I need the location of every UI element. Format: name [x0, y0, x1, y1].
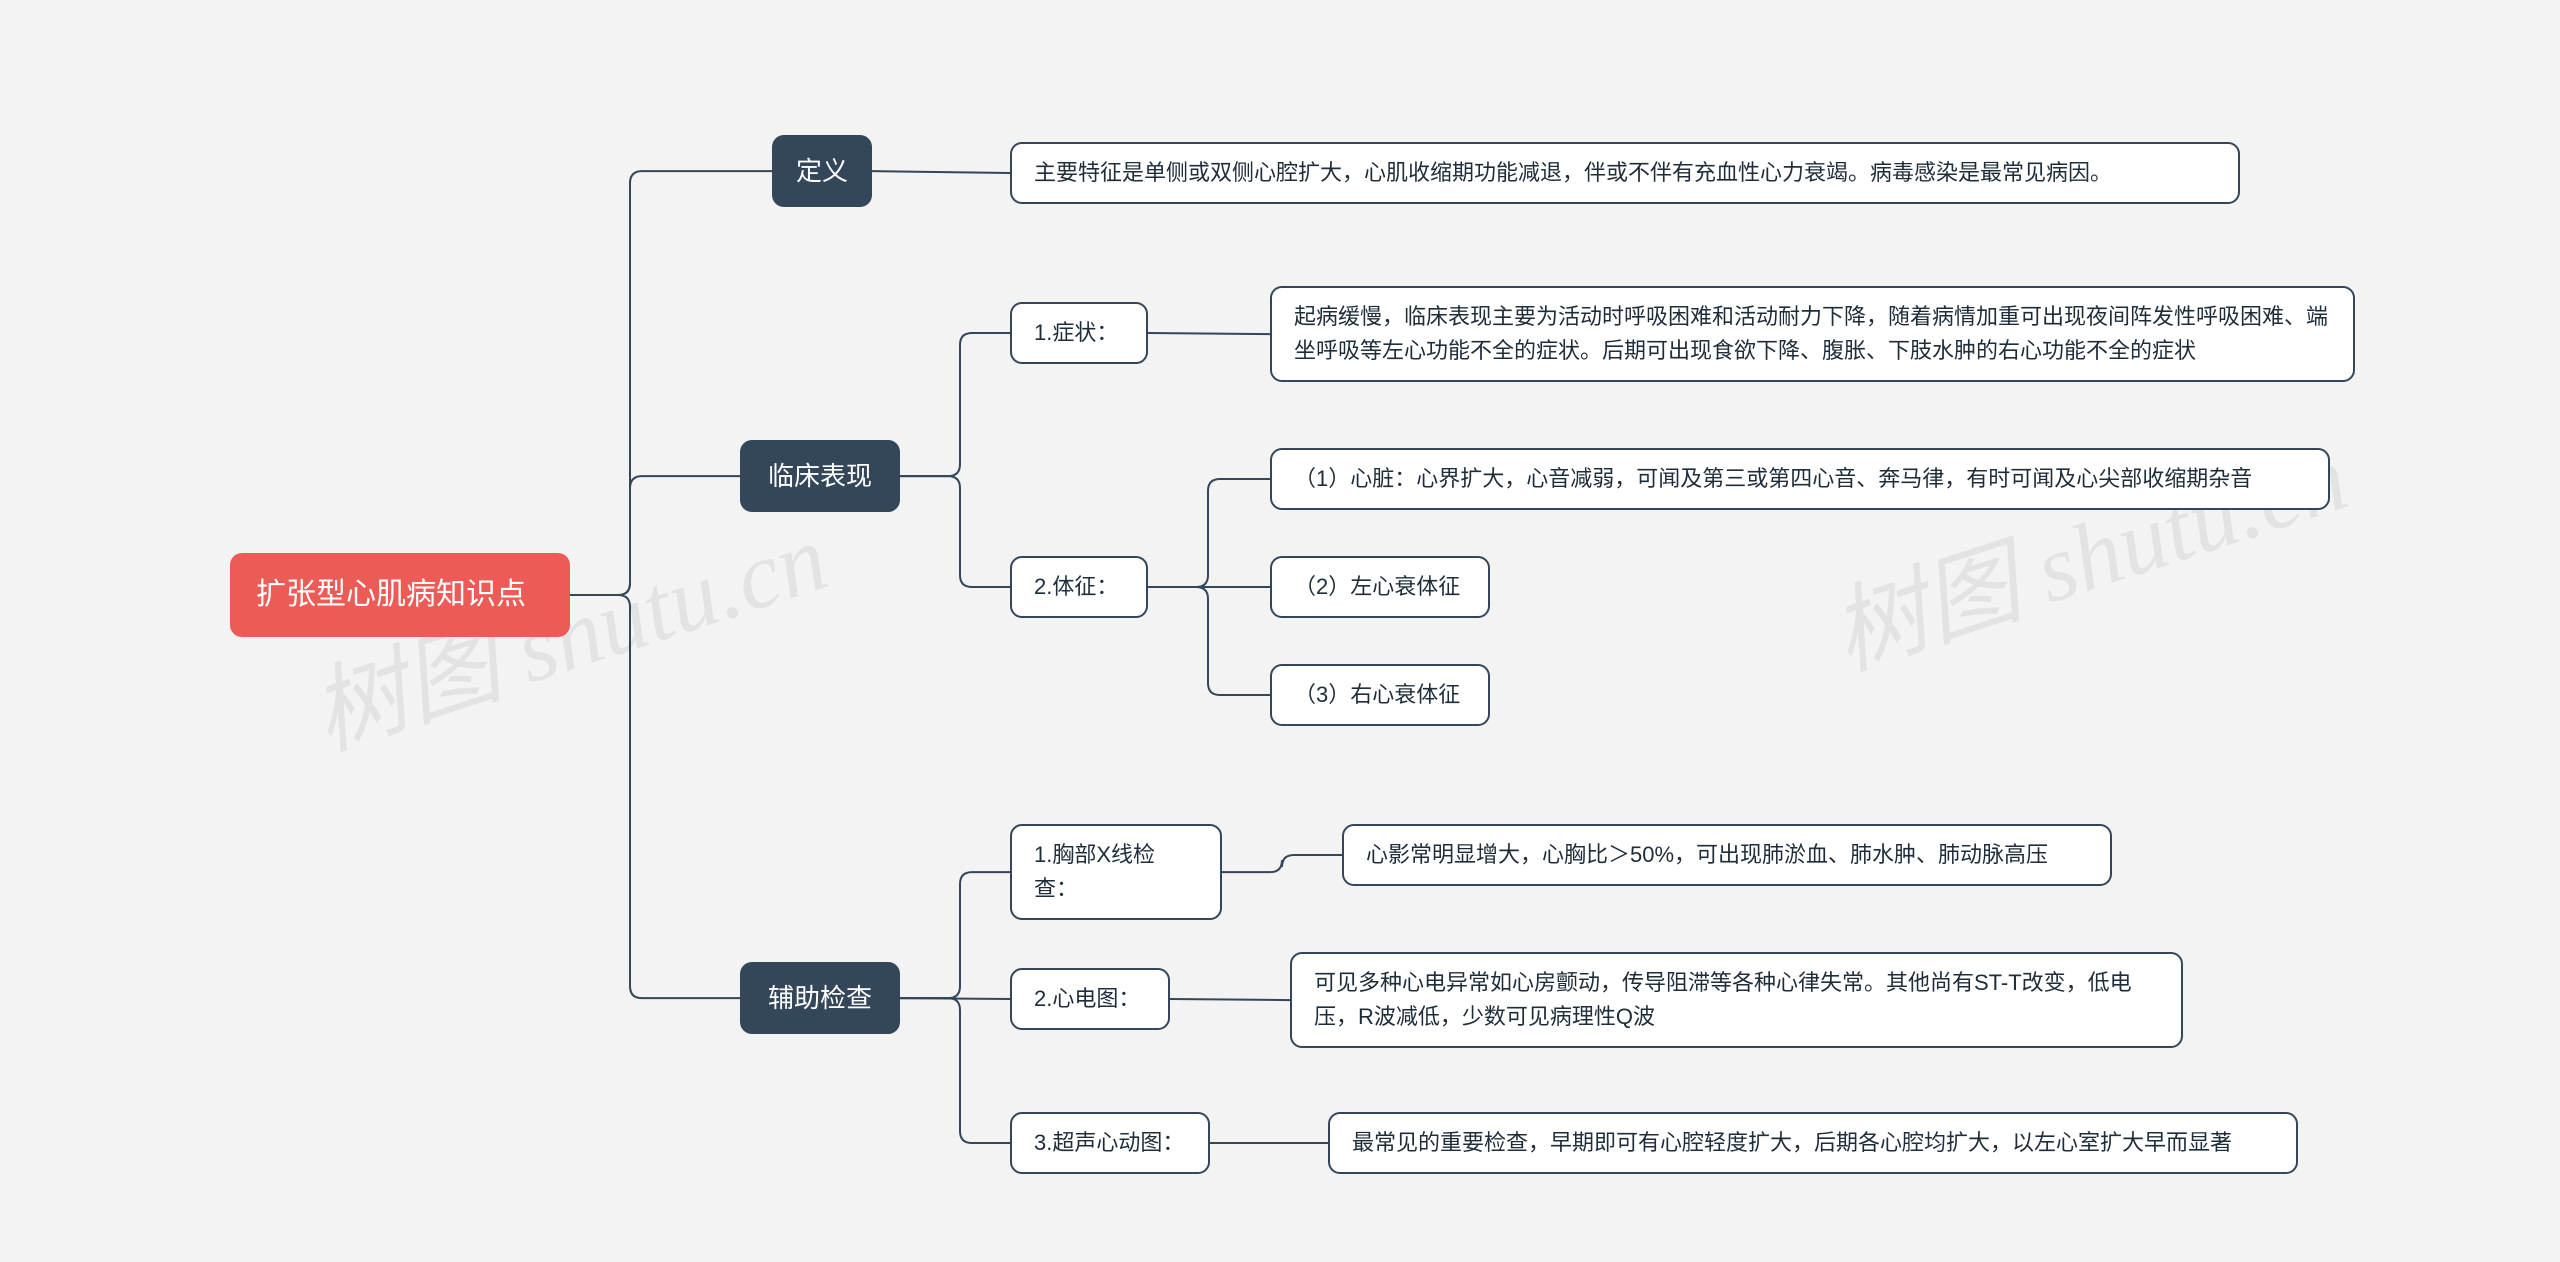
watermark-2: 树图 shutu.cn: [1812, 401, 2361, 696]
leaf-node-b3c3[interactable]: 3.超声心动图：: [1010, 1112, 1210, 1174]
leaf-node-b2c2d3[interactable]: （3）右心衰体征: [1270, 664, 1490, 726]
branch-node-b2[interactable]: 临床表现: [740, 440, 900, 512]
leaf-node-b3c1[interactable]: 1.胸部X线检查：: [1010, 824, 1222, 920]
leaf-node-b1c1[interactable]: 主要特征是单侧或双侧心腔扩大，心肌收缩期功能减退，伴或不伴有充血性心力衰竭。病毒…: [1010, 142, 2240, 204]
leaf-node-b2c2d2[interactable]: （2）左心衰体征: [1270, 556, 1490, 618]
branch-node-b3[interactable]: 辅助检查: [740, 962, 900, 1034]
leaf-node-b3c3d1[interactable]: 最常见的重要检查，早期即可有心腔轻度扩大，后期各心腔均扩大，以左心室扩大早而显著: [1328, 1112, 2298, 1174]
leaf-node-b2c1[interactable]: 1.症状：: [1010, 302, 1148, 364]
leaf-node-b2c2d1[interactable]: （1）心脏：心界扩大，心音减弱，可闻及第三或第四心音、奔马律，有时可闻及心尖部收…: [1270, 448, 2330, 510]
leaf-node-b3c2[interactable]: 2.心电图：: [1010, 968, 1170, 1030]
leaf-node-b2c2[interactable]: 2.体征：: [1010, 556, 1148, 618]
leaf-node-b3c1d1[interactable]: 心影常明显增大，心胸比＞50%，可出现肺淤血、肺水肿、肺动脉高压: [1342, 824, 2112, 886]
root-node[interactable]: 扩张型心肌病知识点: [230, 553, 570, 637]
leaf-node-b3c2d1[interactable]: 可见多种心电异常如心房颤动，传导阻滞等各种心律失常。其他尚有ST-T改变，低电压…: [1290, 952, 2183, 1048]
leaf-node-b2c1d1[interactable]: 起病缓慢，临床表现主要为活动时呼吸困难和活动耐力下降，随着病情加重可出现夜间阵发…: [1270, 286, 2355, 382]
branch-node-b1[interactable]: 定义: [772, 135, 872, 207]
